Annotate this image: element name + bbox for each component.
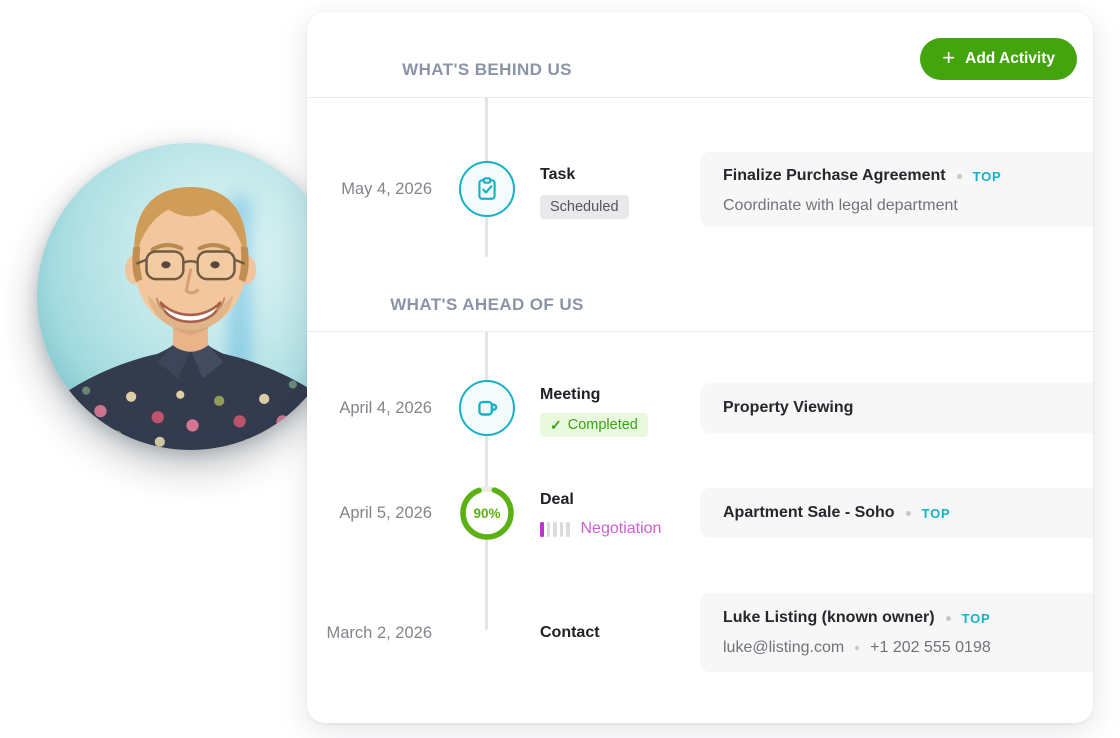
plus-icon: +	[942, 45, 956, 70]
dot-separator	[905, 510, 911, 516]
dot-separator	[956, 173, 962, 179]
section-title-behind: WHAT'S BEHIND US	[402, 60, 572, 79]
contact-phone: +1 202 555 0198	[870, 639, 991, 656]
meeting-node	[459, 380, 515, 436]
timeline-line	[485, 332, 488, 630]
pipeline-stage-bars-icon	[540, 521, 570, 537]
deal-date: April 5, 2026	[339, 504, 432, 522]
task-top-tag: TOP	[972, 168, 1002, 184]
deal-detail-card[interactable]: Apartment Sale - Soho TOP	[700, 488, 1093, 538]
meeting-detail-title: Property Viewing	[723, 399, 854, 416]
deal-stage-name: Negotiation	[580, 520, 662, 537]
task-clipboard-icon	[478, 177, 496, 200]
task-type-label: Task	[540, 166, 576, 183]
activity-timeline-card: WHAT'S BEHIND US + Add Activity May 4, 2…	[307, 12, 1093, 723]
task-detail-card[interactable]: Finalize Purchase Agreement TOP Coordina…	[700, 152, 1093, 227]
task-date: May 4, 2026	[341, 180, 432, 198]
task-detail-title: Finalize Purchase Agreement	[723, 167, 946, 184]
deal-progress-value: 90%	[473, 505, 501, 521]
add-activity-label: Add Activity	[965, 50, 1055, 67]
contact-date: March 2, 2026	[326, 624, 432, 642]
dot-separator	[945, 615, 951, 621]
meeting-status-text: Completed	[567, 417, 638, 433]
deal-detail-title: Apartment Sale - Soho	[723, 504, 895, 521]
meeting-cup-icon	[478, 400, 498, 416]
meeting-type-label: Meeting	[540, 386, 601, 403]
task-status-text: Scheduled	[550, 199, 619, 215]
contact-detail-title: Luke Listing (known owner)	[723, 609, 935, 626]
task-status-badge: Scheduled	[540, 195, 629, 219]
progress-ring-icon	[460, 486, 514, 540]
task-detail-subtitle: Coordinate with legal department	[723, 197, 958, 214]
deal-progress-ring: 90%	[459, 485, 515, 541]
deal-type-label: Deal	[540, 491, 574, 508]
contact-type-label: Contact	[540, 624, 600, 641]
section-divider	[307, 97, 1093, 98]
meeting-date: April 4, 2026	[339, 399, 432, 417]
check-icon: ✓	[550, 417, 562, 433]
profile-photo	[37, 143, 344, 450]
dot-separator	[855, 646, 860, 650]
contact-detail-card[interactable]: Luke Listing (known owner) TOP luke@list…	[700, 593, 1093, 672]
contact-top-tag: TOP	[961, 610, 991, 626]
meeting-status-badge: ✓ Completed	[540, 413, 648, 437]
contact-email: luke@listing.com	[723, 639, 845, 656]
section-divider	[307, 331, 1093, 332]
profile-photo-illustration	[37, 143, 344, 450]
task-node	[459, 161, 515, 217]
deal-top-tag: TOP	[921, 505, 951, 521]
add-activity-button[interactable]: + Add Activity	[920, 38, 1077, 80]
meeting-detail-card[interactable]: Property Viewing	[700, 383, 1093, 433]
deal-stage: Negotiation	[540, 519, 661, 539]
section-title-ahead: WHAT'S AHEAD OF US	[390, 295, 584, 314]
